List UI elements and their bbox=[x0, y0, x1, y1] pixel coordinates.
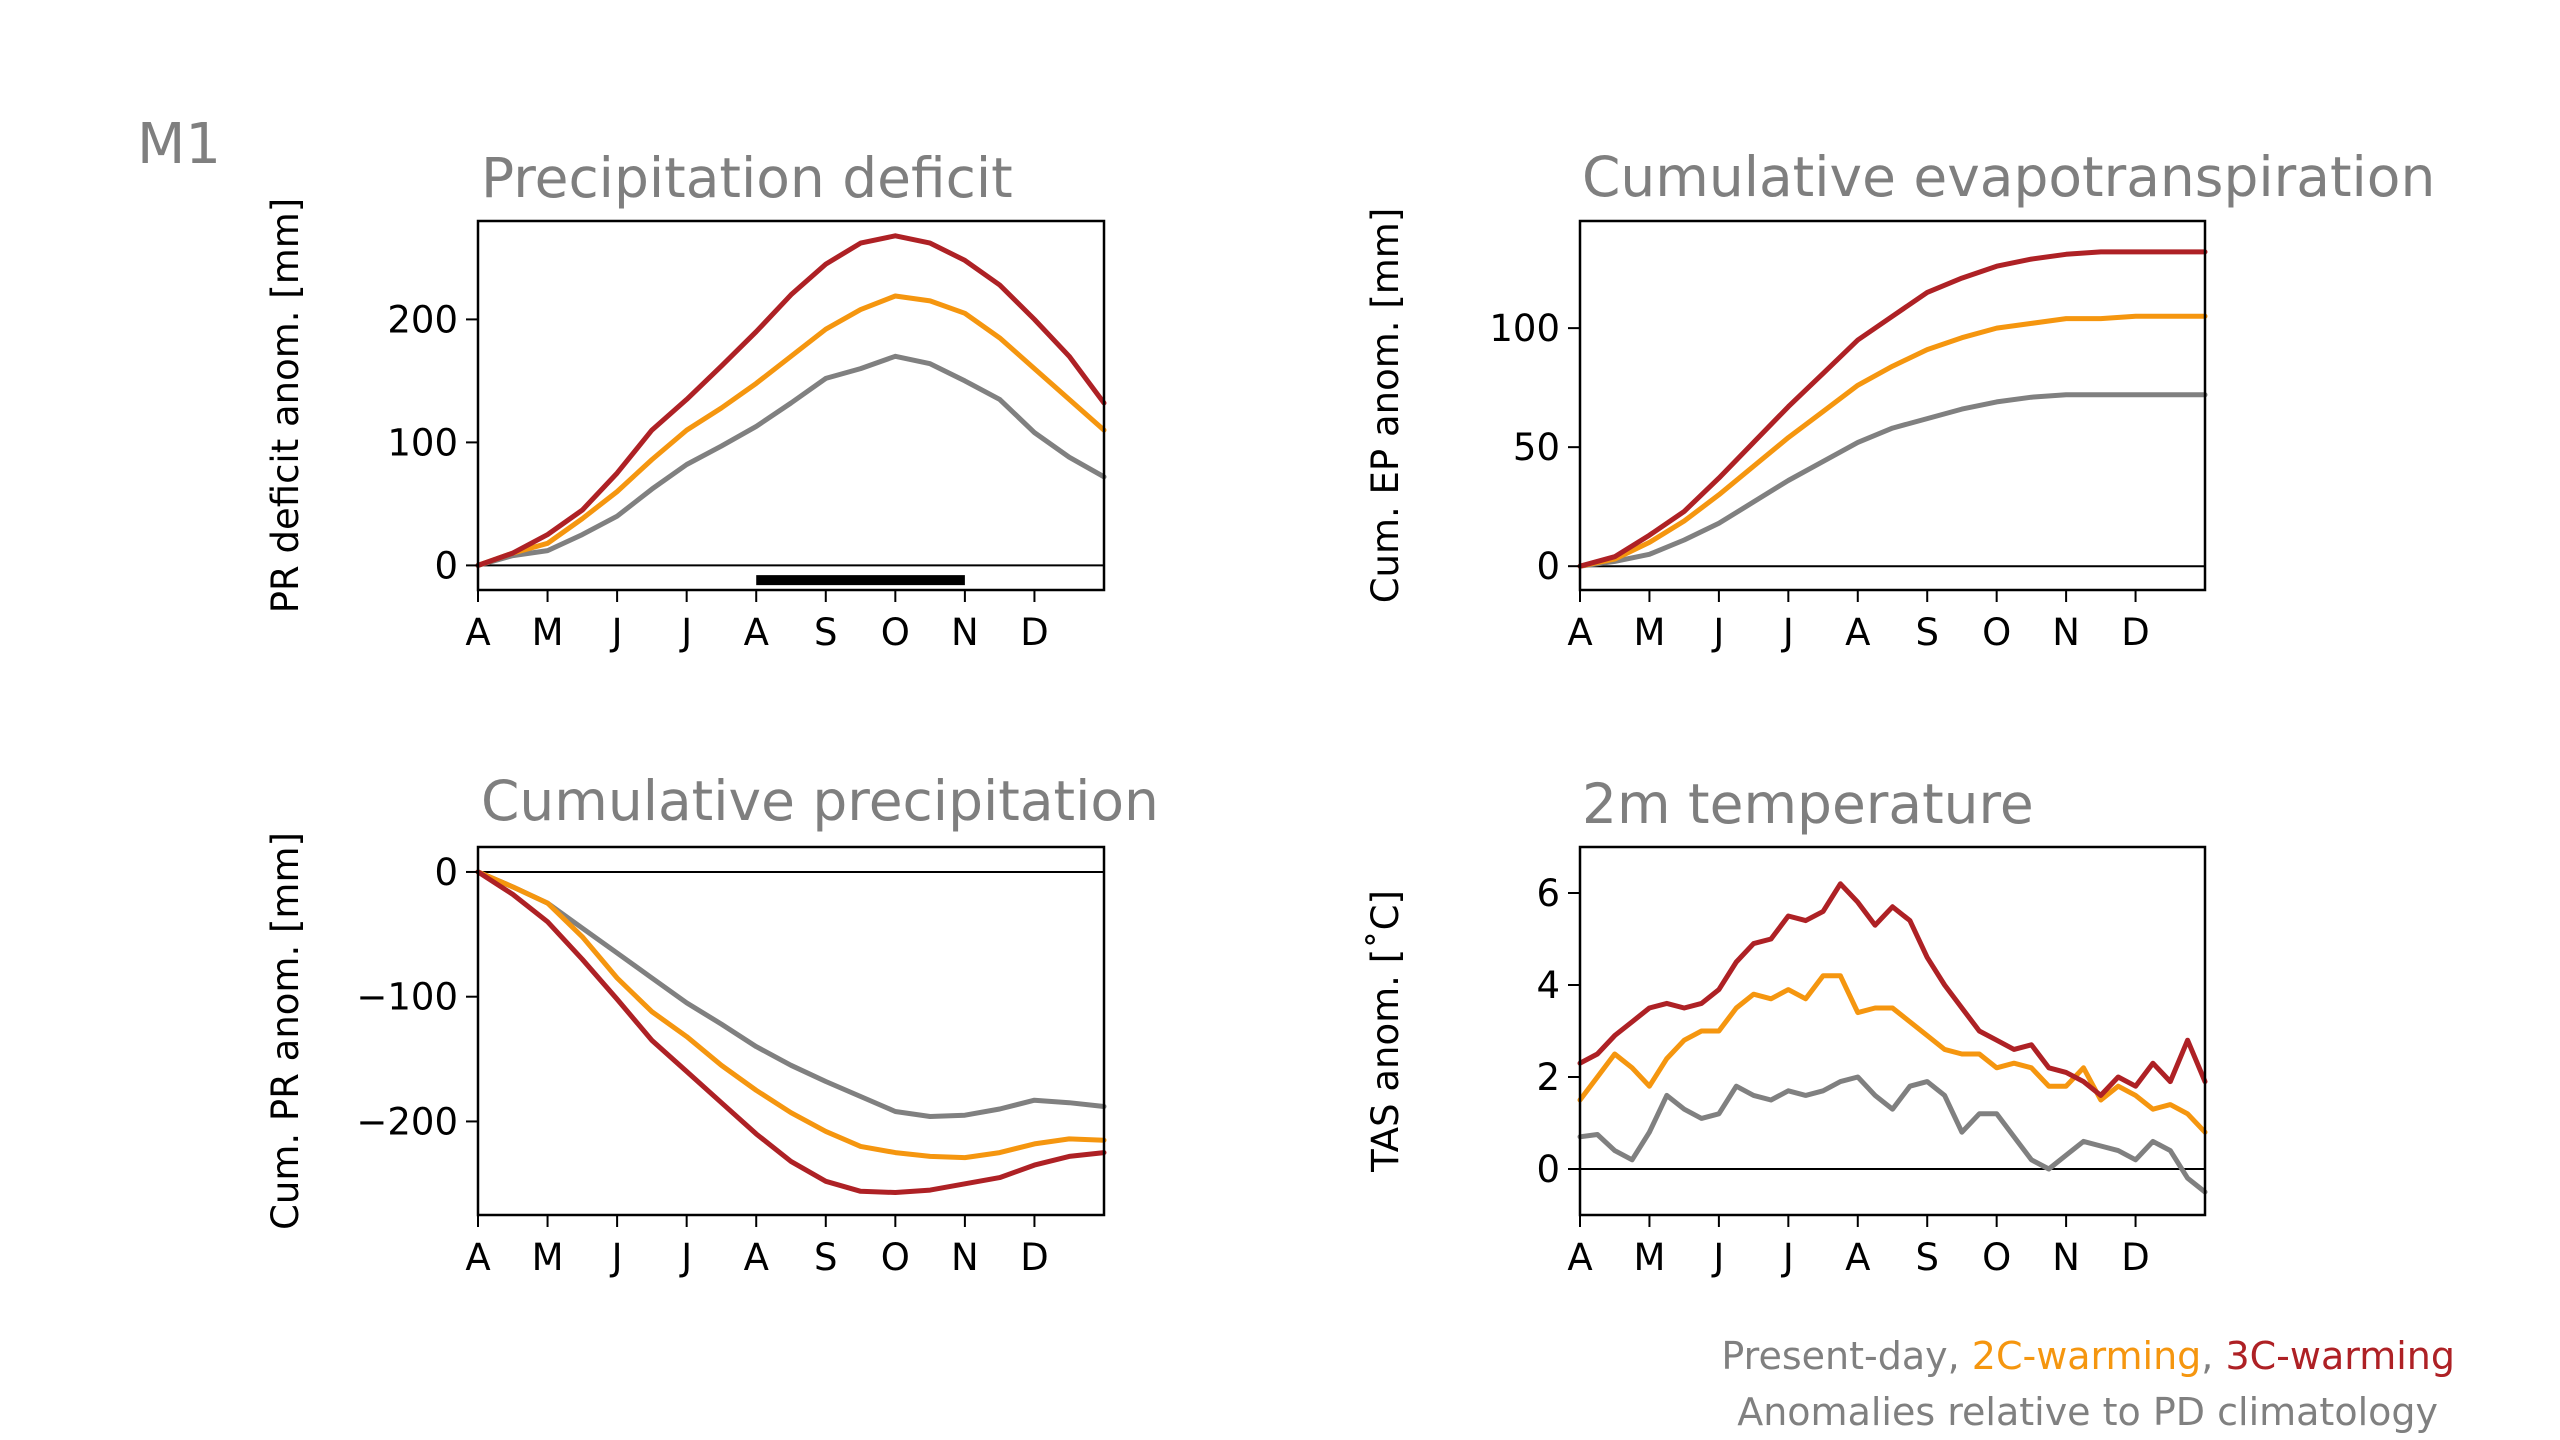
chart-title: 2m temperature bbox=[1582, 772, 2034, 836]
y-tick-label: 100 bbox=[387, 421, 458, 464]
x-tick-label: J bbox=[610, 611, 623, 654]
x-tick-label: J bbox=[679, 611, 692, 654]
x-tick-label: J bbox=[679, 1236, 692, 1279]
x-tick-label: J bbox=[1781, 611, 1794, 654]
series-line-present-day bbox=[475, 353, 1107, 568]
plot-frame bbox=[1578, 845, 2207, 1217]
y-tick-label: 50 bbox=[1513, 426, 1560, 469]
x-tick-label: J bbox=[1711, 1236, 1724, 1279]
x-tick-label: A bbox=[1845, 1236, 1870, 1279]
chart-precip-deficit: Precipitation deficit PR deficit anom. [m… bbox=[264, 146, 1107, 654]
legend-separator: , bbox=[2201, 1334, 2226, 1378]
y-tick-label: 0 bbox=[434, 851, 458, 894]
y-tick-label: −100 bbox=[356, 976, 458, 1019]
x-tick-label: M bbox=[1633, 611, 1665, 654]
plot-frame bbox=[476, 219, 1106, 592]
y-axis-label: Cum. PR anom. [mm] bbox=[264, 832, 307, 1230]
legend-present-day: Present-day bbox=[1721, 1334, 1948, 1378]
x-tick-label: S bbox=[814, 1236, 838, 1279]
x-tick-label: A bbox=[744, 611, 769, 654]
y-tick-label: 4 bbox=[1536, 964, 1560, 1007]
y-tick-label: 100 bbox=[1489, 307, 1560, 350]
x-tick-label: J bbox=[1781, 1236, 1794, 1279]
x-tick-label: A bbox=[1845, 611, 1870, 654]
x-tick-label: O bbox=[881, 611, 910, 654]
x-tick-label: A bbox=[744, 1236, 769, 1279]
x-tick-label: N bbox=[2052, 611, 2080, 654]
x-tick-label: S bbox=[1915, 611, 1939, 654]
x-tick-label: A bbox=[465, 1236, 490, 1279]
x-tick-label: M bbox=[532, 611, 564, 654]
y-axis-label: TAS anom. [˚C] bbox=[1364, 890, 1407, 1173]
series-line-warming-3c bbox=[1577, 881, 2208, 1098]
y-axis-label: Cum. EP anom. [mm] bbox=[1364, 208, 1407, 604]
chart-title: Cumulative precipitation bbox=[481, 769, 1159, 833]
x-tick-label: A bbox=[465, 611, 490, 654]
series-line-warming-2c bbox=[1577, 973, 2208, 1135]
chart-cum-precipitation: Cumulative precipitation Cum. PR anom. [m… bbox=[264, 769, 1159, 1279]
x-tick-label: D bbox=[2121, 611, 2150, 654]
x-tick-label: O bbox=[1982, 1236, 2011, 1279]
x-tick-label: D bbox=[1020, 611, 1049, 654]
series-line-present-day bbox=[1577, 1074, 2208, 1195]
y-tick-label: 0 bbox=[434, 544, 458, 587]
y-tick-label: 6 bbox=[1536, 872, 1560, 915]
y-tick-label: 0 bbox=[1536, 1148, 1560, 1191]
series-line-warming-3c bbox=[1577, 249, 2208, 569]
plot-frame bbox=[1578, 219, 2207, 592]
x-tick-label: S bbox=[814, 611, 838, 654]
legend-note: Anomalies relative to PD climatology bbox=[1737, 1390, 2438, 1434]
series-line-warming-3c bbox=[475, 233, 1107, 568]
y-tick-label: −200 bbox=[356, 1100, 458, 1143]
x-tick-label: A bbox=[1567, 611, 1592, 654]
y-axis-label: PR deficit anom. [mm] bbox=[264, 198, 307, 614]
series-line-present-day bbox=[475, 869, 1107, 1119]
x-tick-label: M bbox=[532, 1236, 564, 1279]
chart-cum-evapotranspiration: Cumulative evapotranspiration Cum. EP ano… bbox=[1364, 145, 2435, 654]
x-tick-label: M bbox=[1633, 1236, 1665, 1279]
y-tick-label: 0 bbox=[1536, 545, 1560, 588]
legend-separator: , bbox=[1947, 1334, 1972, 1378]
x-tick-label: O bbox=[1982, 611, 2011, 654]
x-tick-label: N bbox=[951, 611, 979, 654]
x-tick-label: D bbox=[1020, 1236, 1049, 1279]
x-tick-label: N bbox=[2052, 1236, 2080, 1279]
series-line-warming-3c bbox=[475, 869, 1107, 1195]
x-tick-label: N bbox=[951, 1236, 979, 1279]
series-line-present-day bbox=[1577, 392, 2208, 569]
series-line-warming-2c bbox=[475, 869, 1107, 1161]
y-tick-label: 2 bbox=[1536, 1056, 1560, 1099]
x-tick-label: D bbox=[2121, 1236, 2150, 1279]
legend-3c-warming: 3C-warming bbox=[2225, 1334, 2455, 1378]
y-tick-label: 200 bbox=[387, 298, 458, 341]
chart-title: Cumulative evapotranspiration bbox=[1582, 145, 2435, 209]
chart-title: Precipitation deficit bbox=[481, 146, 1013, 210]
legend-series: Present-day, 2C-warming, 3C-warming bbox=[1721, 1334, 2455, 1378]
x-tick-label: O bbox=[881, 1236, 910, 1279]
series-line-warming-2c bbox=[475, 293, 1107, 568]
legend-2c-warming: 2C-warming bbox=[1971, 1334, 2202, 1378]
x-tick-label: A bbox=[1567, 1236, 1592, 1279]
x-tick-label: J bbox=[610, 1236, 623, 1279]
series-line-warming-2c bbox=[1577, 313, 2208, 569]
x-tick-label: J bbox=[1711, 611, 1724, 654]
panel-label: M1 bbox=[137, 112, 221, 177]
x-tick-label: S bbox=[1915, 1236, 1939, 1279]
plot-frame bbox=[476, 845, 1106, 1217]
